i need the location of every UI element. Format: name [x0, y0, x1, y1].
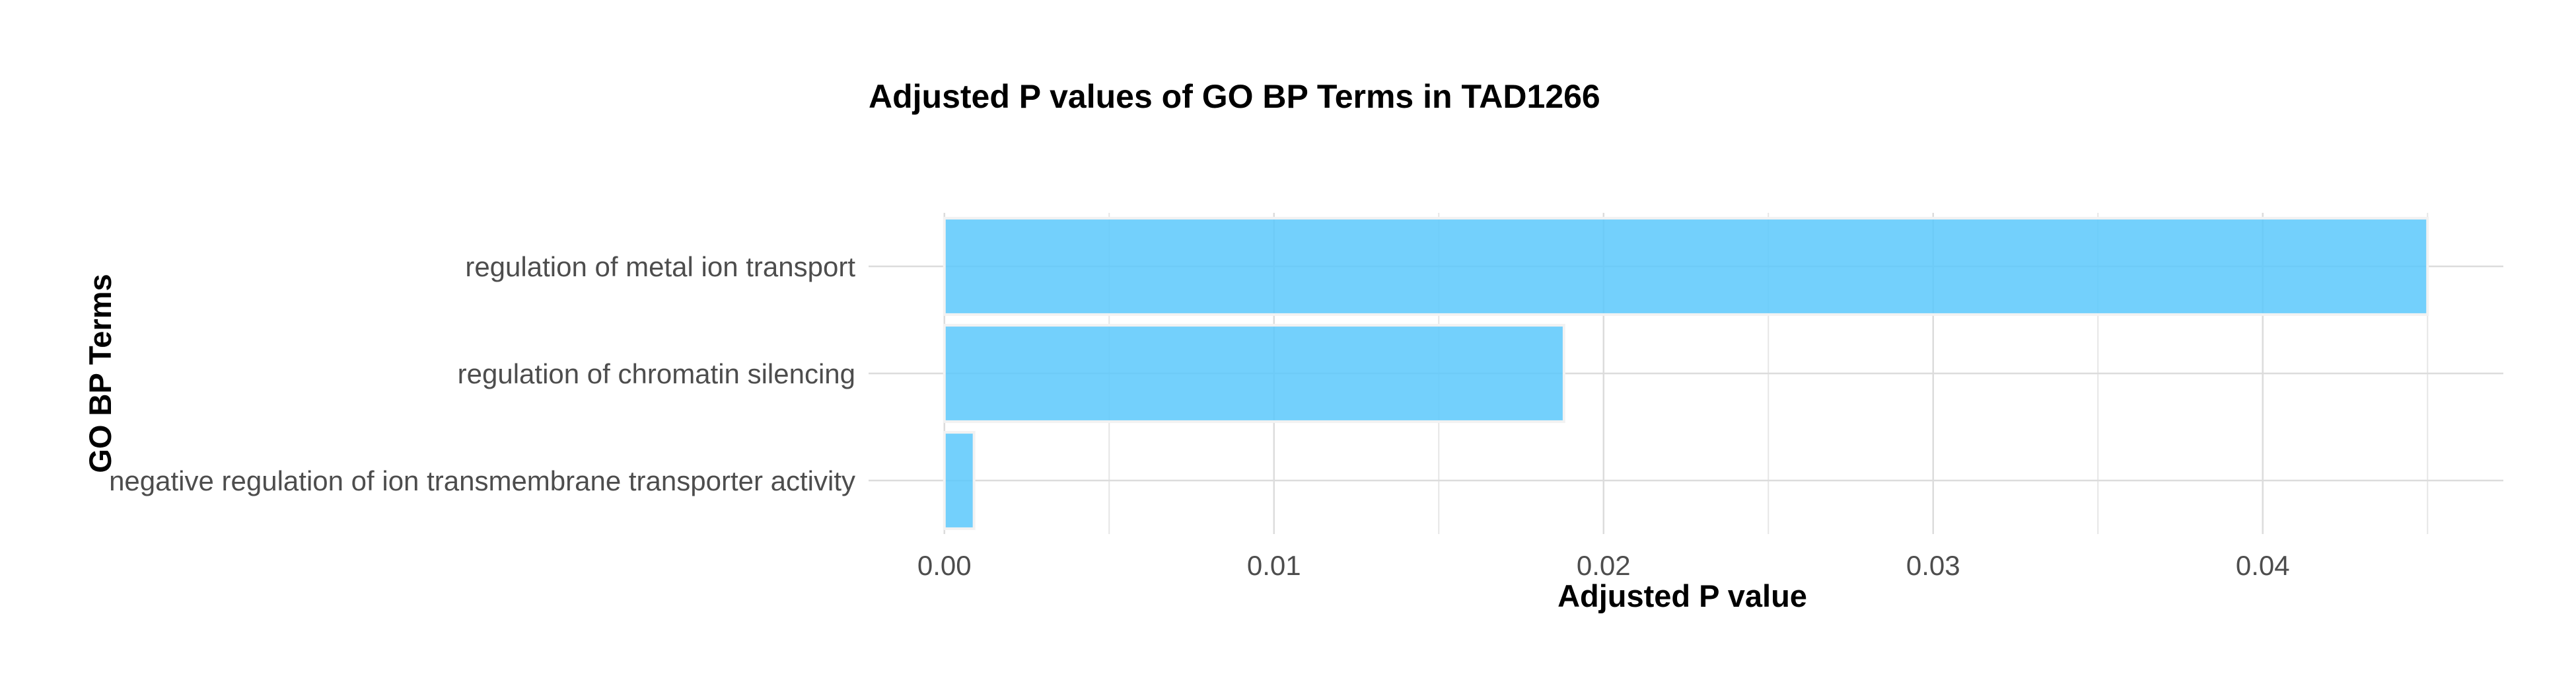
bar — [943, 217, 2429, 316]
x-tick-label: 0.00 — [917, 550, 972, 581]
x-axis-title: Adjusted P value — [1557, 578, 1807, 613]
chart-title: Adjusted P values of GO BP Terms in TAD1… — [869, 78, 1600, 115]
bar — [943, 431, 976, 530]
y-tick-label: regulation of metal ion transport — [465, 251, 855, 282]
y-axis-title: GO BP Terms — [83, 274, 118, 473]
x-tick-label: 0.02 — [1577, 550, 1631, 581]
bar — [943, 324, 1565, 423]
y-tick-label: negative regulation of ion transmembrane… — [109, 465, 855, 496]
label-layer: regulation of metal ion transport regulat… — [109, 251, 2290, 581]
x-tick-label: 0.01 — [1247, 550, 1301, 581]
x-tick-label: 0.04 — [2236, 550, 2290, 581]
y-tick-label: regulation of chromatin silencing — [458, 358, 855, 389]
x-tick-label: 0.03 — [1906, 550, 1960, 581]
bar-layer — [943, 217, 2429, 530]
